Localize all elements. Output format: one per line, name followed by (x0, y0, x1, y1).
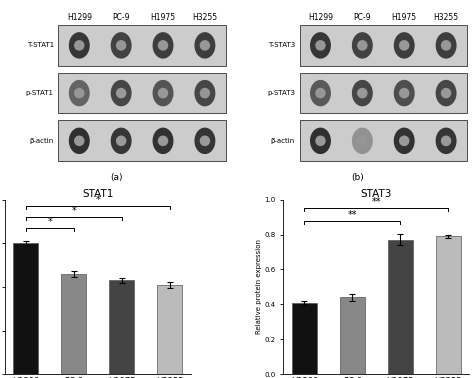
Bar (300, 25, 467, 66)
Ellipse shape (158, 40, 168, 51)
Bar (13, 243, 38, 374)
Text: (a): (a) (110, 173, 123, 182)
Bar (300, 73, 467, 113)
Bar (300, 121, 467, 161)
Text: **: ** (372, 197, 381, 208)
Text: (b): (b) (351, 173, 364, 182)
Ellipse shape (357, 88, 367, 98)
Ellipse shape (111, 32, 132, 59)
Ellipse shape (153, 128, 173, 154)
Text: H1299: H1299 (308, 12, 333, 22)
Bar (388, 240, 413, 374)
Ellipse shape (74, 40, 84, 51)
Ellipse shape (436, 32, 456, 59)
Bar (58, 25, 226, 66)
Bar (157, 285, 182, 374)
Ellipse shape (69, 80, 90, 106)
Ellipse shape (394, 128, 415, 154)
Ellipse shape (74, 88, 84, 98)
Ellipse shape (352, 32, 373, 59)
Y-axis label: Relative protein expression: Relative protein expression (256, 239, 262, 335)
Ellipse shape (315, 40, 326, 51)
Ellipse shape (153, 80, 173, 106)
Ellipse shape (315, 88, 326, 98)
Ellipse shape (158, 88, 168, 98)
Ellipse shape (310, 80, 331, 106)
Ellipse shape (399, 40, 410, 51)
Text: *: * (95, 195, 100, 205)
Ellipse shape (352, 128, 373, 154)
Ellipse shape (69, 32, 90, 59)
Ellipse shape (436, 80, 456, 106)
Ellipse shape (441, 136, 451, 146)
Text: H3255: H3255 (192, 12, 218, 22)
Ellipse shape (153, 32, 173, 59)
Ellipse shape (436, 128, 456, 154)
Ellipse shape (394, 80, 415, 106)
Bar (58, 73, 226, 113)
Text: β-actin: β-actin (271, 138, 295, 144)
Ellipse shape (111, 128, 132, 154)
Ellipse shape (352, 80, 373, 106)
Text: PC-9: PC-9 (112, 12, 130, 22)
Ellipse shape (394, 32, 415, 59)
Text: T-STAT1: T-STAT1 (27, 42, 54, 48)
Ellipse shape (310, 128, 331, 154)
Ellipse shape (74, 136, 84, 146)
Text: *: * (71, 206, 76, 216)
Text: T-STAT3: T-STAT3 (268, 42, 295, 48)
Ellipse shape (194, 32, 215, 59)
Text: H3255: H3255 (434, 12, 459, 22)
Ellipse shape (399, 88, 410, 98)
Text: H1299: H1299 (67, 12, 92, 22)
Bar (109, 280, 134, 374)
Text: H1975: H1975 (392, 12, 417, 22)
Ellipse shape (194, 80, 215, 106)
Ellipse shape (194, 128, 215, 154)
Ellipse shape (310, 32, 331, 59)
Ellipse shape (315, 136, 326, 146)
Ellipse shape (357, 136, 367, 146)
Bar (292, 303, 317, 374)
Text: p-STAT3: p-STAT3 (267, 90, 295, 96)
Bar (340, 297, 365, 374)
Title: STAT3: STAT3 (361, 189, 392, 199)
Ellipse shape (399, 136, 410, 146)
Ellipse shape (200, 88, 210, 98)
Ellipse shape (357, 40, 367, 51)
Ellipse shape (441, 88, 451, 98)
Ellipse shape (116, 40, 127, 51)
Text: **: ** (347, 210, 357, 220)
Bar (436, 236, 461, 374)
Text: *: * (47, 217, 52, 227)
Ellipse shape (116, 136, 127, 146)
Text: PC-9: PC-9 (354, 12, 371, 22)
Ellipse shape (111, 80, 132, 106)
Ellipse shape (200, 136, 210, 146)
Ellipse shape (116, 88, 127, 98)
Text: β-actin: β-actin (29, 138, 54, 144)
Ellipse shape (441, 40, 451, 51)
Bar (61, 274, 86, 374)
Bar (58, 121, 226, 161)
Text: H1975: H1975 (150, 12, 175, 22)
Ellipse shape (69, 128, 90, 154)
Ellipse shape (158, 136, 168, 146)
Title: STAT1: STAT1 (82, 189, 113, 199)
Ellipse shape (200, 40, 210, 51)
Text: p-STAT1: p-STAT1 (26, 90, 54, 96)
